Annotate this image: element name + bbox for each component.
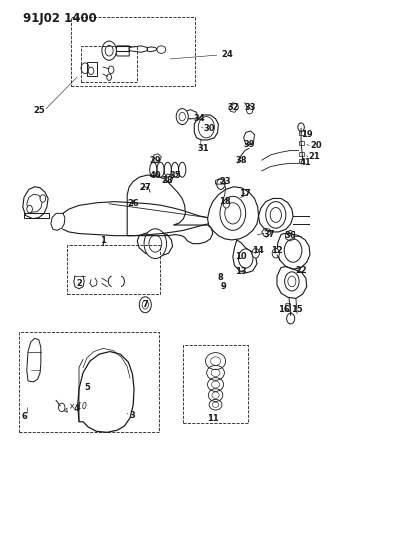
Text: 35: 35	[170, 171, 181, 180]
Text: 31: 31	[198, 144, 209, 153]
Text: 23: 23	[219, 177, 231, 186]
Circle shape	[149, 235, 162, 252]
Circle shape	[176, 109, 188, 125]
Circle shape	[105, 45, 113, 56]
Text: 24: 24	[222, 51, 233, 59]
Text: 39: 39	[243, 140, 255, 149]
Text: 41: 41	[299, 158, 311, 167]
Text: 38: 38	[235, 156, 247, 165]
Text: 8: 8	[218, 273, 224, 281]
Circle shape	[81, 63, 89, 74]
Text: 4: 4	[64, 408, 69, 414]
Text: 37: 37	[263, 230, 275, 239]
Circle shape	[266, 201, 286, 228]
Text: 21: 21	[308, 152, 320, 161]
Circle shape	[272, 248, 279, 258]
Text: 10: 10	[235, 253, 247, 261]
Circle shape	[285, 272, 299, 291]
Text: 34: 34	[194, 114, 205, 123]
Ellipse shape	[157, 46, 166, 53]
Text: 28: 28	[162, 176, 173, 185]
Text: 1: 1	[100, 237, 106, 246]
Circle shape	[298, 123, 304, 132]
Circle shape	[223, 199, 230, 208]
Circle shape	[102, 41, 116, 60]
Text: 9: 9	[221, 282, 226, 291]
Text: 17: 17	[239, 189, 251, 198]
Bar	[19, 333, 159, 432]
Text: $\times$ 10: $\times$ 10	[68, 400, 88, 411]
Text: 5: 5	[84, 383, 90, 392]
Text: 29: 29	[150, 156, 161, 165]
Bar	[81, 46, 137, 82]
Circle shape	[252, 248, 260, 258]
Text: 32: 32	[228, 102, 239, 111]
Text: 25: 25	[33, 106, 45, 115]
Circle shape	[88, 67, 94, 75]
Circle shape	[239, 249, 253, 268]
Text: 3: 3	[129, 411, 135, 420]
Circle shape	[247, 106, 253, 114]
Bar	[71, 17, 195, 86]
Text: 16: 16	[278, 304, 290, 313]
Circle shape	[144, 229, 166, 259]
Text: 4: 4	[73, 405, 79, 414]
Text: 22: 22	[295, 266, 307, 275]
Text: 26: 26	[127, 199, 139, 208]
Text: 12: 12	[271, 246, 283, 255]
Circle shape	[107, 74, 112, 80]
Circle shape	[288, 276, 296, 287]
Circle shape	[198, 117, 214, 138]
Text: 36: 36	[284, 231, 296, 240]
Text: 2: 2	[76, 279, 82, 288]
Circle shape	[108, 66, 114, 74]
Text: 14: 14	[252, 246, 264, 255]
Text: 33: 33	[245, 102, 256, 111]
Circle shape	[220, 196, 246, 230]
Bar	[67, 245, 160, 294]
Text: 27: 27	[139, 183, 151, 192]
Text: 30: 30	[204, 124, 215, 133]
Circle shape	[139, 297, 151, 313]
Text: 18: 18	[219, 197, 231, 206]
Text: 15: 15	[291, 304, 303, 313]
Text: 40: 40	[150, 171, 161, 180]
Circle shape	[179, 112, 185, 121]
Text: 7: 7	[142, 300, 148, 309]
Bar	[183, 345, 249, 423]
Circle shape	[270, 207, 281, 222]
Circle shape	[27, 205, 32, 213]
Circle shape	[217, 179, 225, 189]
Text: 11: 11	[207, 414, 218, 423]
Text: 13: 13	[235, 268, 247, 276]
Circle shape	[58, 403, 65, 411]
Circle shape	[284, 239, 302, 262]
Text: 91J02 1400: 91J02 1400	[23, 12, 97, 26]
Circle shape	[40, 195, 46, 202]
Text: 6: 6	[21, 412, 27, 421]
Text: 20: 20	[310, 141, 322, 150]
Circle shape	[225, 203, 241, 224]
Circle shape	[142, 301, 148, 309]
Text: 19: 19	[301, 130, 313, 139]
Circle shape	[287, 313, 295, 324]
